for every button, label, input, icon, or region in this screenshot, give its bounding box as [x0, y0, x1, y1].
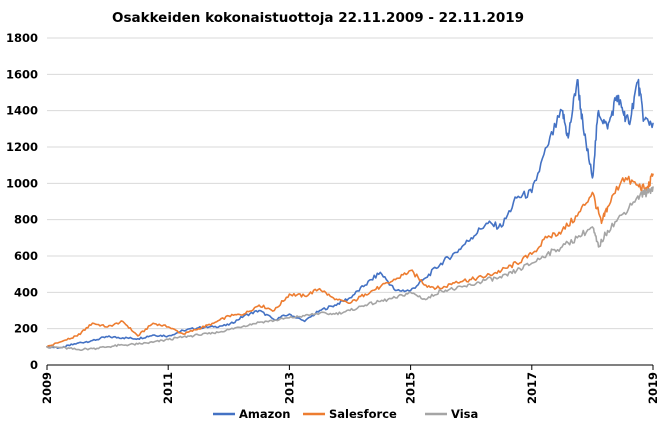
y-tick-label: 1000 [6, 176, 38, 190]
x-tick-label: 2011 [161, 372, 175, 404]
y-tick-label: 400 [14, 285, 38, 299]
y-tick-label: 1400 [6, 104, 38, 118]
x-tick-label: 2015 [404, 372, 418, 404]
gridlines [47, 37, 653, 366]
x-tick-label: 2017 [525, 372, 539, 404]
y-tick-label: 200 [14, 322, 38, 336]
x-tick-label: 2009 [40, 372, 54, 404]
y-tick-label: 1200 [6, 140, 38, 154]
series-lines [46, 78, 654, 351]
chart-title: Osakkeiden kokonaistuottoja 22.11.2009 -… [112, 10, 524, 26]
y-tick-label: 0 [30, 358, 38, 372]
legend: Amazon Salesforce Visa [213, 407, 478, 421]
series-line-visa [46, 186, 654, 351]
y-tick-label: 1600 [6, 67, 38, 81]
y-axis-ticks: 0 200 400 600 800 1000 1200 1400 1600 1800 [6, 31, 38, 372]
x-axis-ticks: 2009 2011 2013 2015 2017 2019 [40, 365, 660, 404]
legend-label-salesforce: Salesforce [329, 407, 397, 421]
x-tick-label: 2019 [646, 372, 660, 404]
legend-label-visa: Visa [451, 407, 478, 421]
y-tick-label: 1800 [6, 31, 38, 45]
series-line-amazon [46, 78, 654, 349]
legend-label-amazon: Amazon [239, 407, 290, 421]
series-line-salesforce [46, 173, 654, 348]
y-tick-label: 800 [14, 213, 38, 227]
x-tick-label: 2013 [282, 372, 296, 404]
y-tick-label: 600 [14, 249, 38, 263]
